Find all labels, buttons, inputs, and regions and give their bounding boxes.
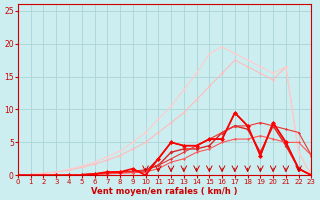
X-axis label: Vent moyen/en rafales ( km/h ): Vent moyen/en rafales ( km/h ) bbox=[92, 187, 238, 196]
